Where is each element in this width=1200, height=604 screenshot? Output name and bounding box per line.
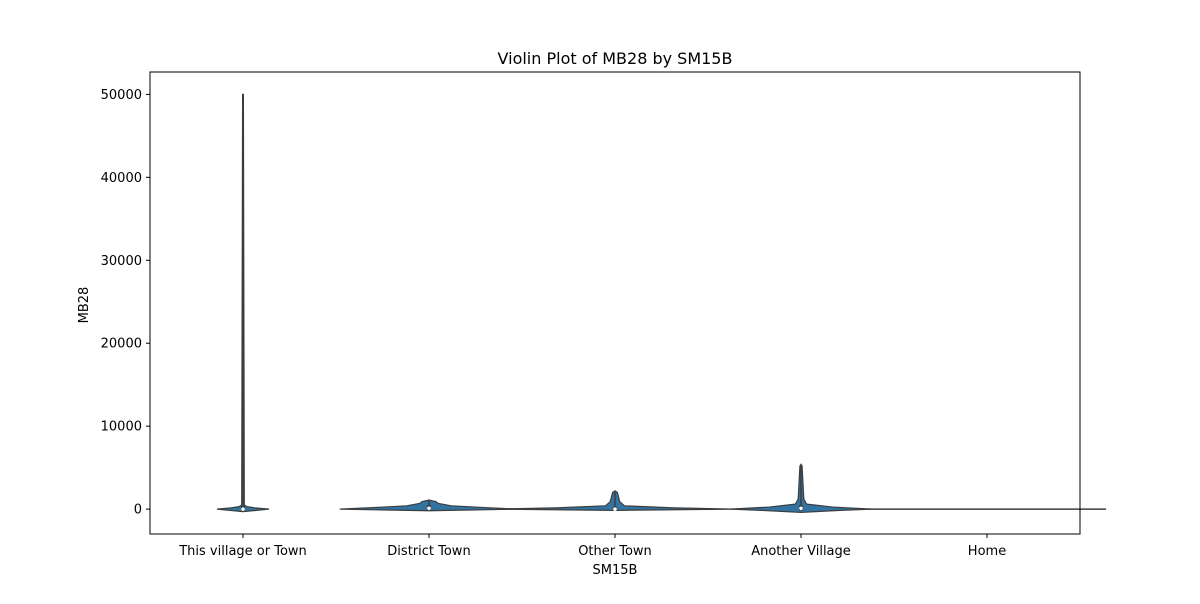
violin-median — [241, 507, 245, 511]
violin-other-town — [495, 490, 735, 511]
y-tick-label: 10000 — [101, 420, 142, 435]
x-tick-label: Other Town — [578, 544, 652, 559]
y-tick-label: 40000 — [101, 171, 142, 186]
violin-median — [613, 507, 617, 511]
y-axis-label: MB28 — [77, 287, 92, 324]
violin-median — [427, 506, 431, 511]
x-axis: This village or Town District Town Other T… — [178, 534, 1006, 559]
x-tick-label: This village or Town — [178, 544, 307, 559]
y-axis: 0 10000 20000 30000 40000 50000 — [101, 88, 150, 518]
x-tick-label: Home — [968, 544, 1006, 559]
y-tick-label: 30000 — [101, 254, 142, 269]
violin-another-village — [730, 463, 872, 514]
plot-area — [216, 93, 1107, 514]
chart-title: Violin Plot of MB28 by SM15B — [498, 49, 733, 68]
y-tick-label: 50000 — [101, 88, 142, 103]
violin-district-town — [339, 499, 519, 512]
violin-this-village-or-town — [216, 93, 270, 513]
violin-median — [799, 506, 803, 511]
y-tick-label: 0 — [134, 503, 142, 518]
x-tick-label: Another Village — [751, 544, 851, 559]
y-tick-label: 20000 — [101, 337, 142, 352]
x-axis-label: SM15B — [593, 563, 638, 578]
x-tick-label: District Town — [387, 544, 470, 559]
